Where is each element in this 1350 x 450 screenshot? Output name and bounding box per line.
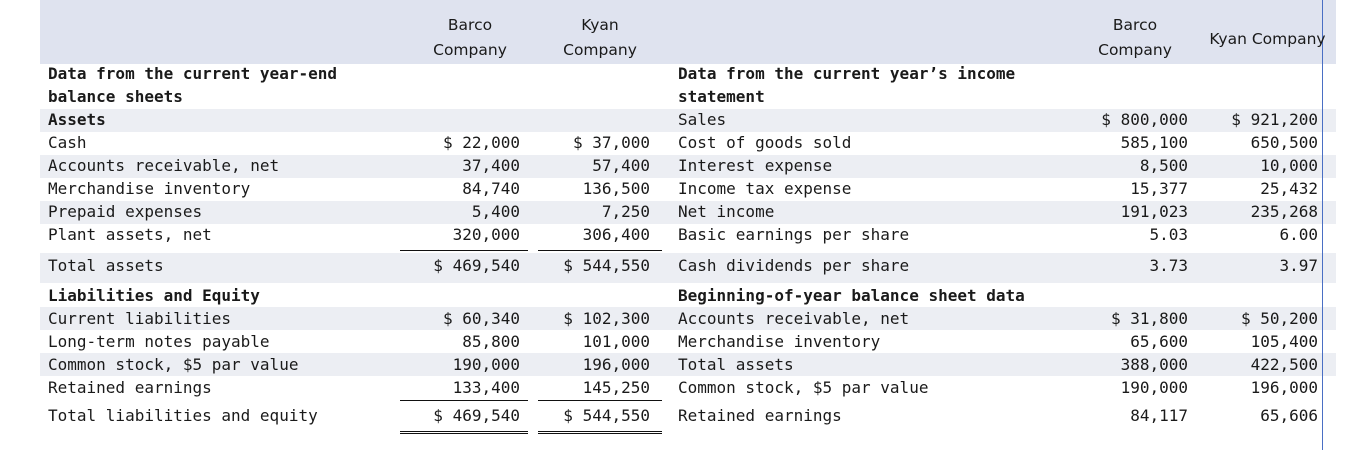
left-barco-value: 320,000: [452, 225, 520, 244]
left-row-label: Total liabilities and equity: [48, 406, 318, 425]
header-band: [40, 0, 1336, 64]
right-barco-value: 8,500: [1139, 156, 1188, 175]
left-row-label: Assets: [48, 110, 106, 129]
subtotal-rule: [538, 250, 662, 251]
column-guide-line: [1322, 0, 1323, 450]
left-kyan-value: 306,400: [582, 225, 650, 244]
left-barco-value: 190,000: [452, 355, 520, 374]
left-row-label: Retained earnings: [48, 378, 212, 397]
right-kyan-value: 422,500: [1250, 355, 1318, 374]
left-kyan-value: $ 102,300: [563, 309, 650, 328]
left-kyan-value: 145,250: [582, 378, 650, 397]
left-kyan-value: $ 37,000: [572, 133, 650, 152]
left-barco-value: $ 22,000: [442, 133, 520, 152]
left-barco-value: $ 469,540: [433, 256, 520, 275]
right-row-label: Retained earnings: [678, 406, 842, 425]
left-row-label: Total assets: [48, 256, 164, 275]
left-barco-value: 85,800: [462, 332, 520, 351]
right-row-label: Accounts receivable, net: [678, 309, 910, 328]
row-band: [40, 155, 1336, 178]
header-barco-left: Barco Company: [433, 16, 507, 59]
right-row-label: Sales: [678, 110, 727, 129]
right-section-title: statement: [678, 87, 765, 106]
left-kyan-value: 196,000: [582, 355, 650, 374]
left-row-label: Prepaid expenses: [48, 202, 203, 221]
right-row-label: Cash dividends per share: [678, 256, 910, 275]
right-row-label: Basic earnings per share: [678, 225, 910, 244]
right-kyan-value: 105,400: [1250, 332, 1318, 351]
left-barco-value: 5,400: [471, 202, 520, 221]
right-kyan-value: 25,432: [1260, 179, 1318, 198]
left-row-label: Plant assets, net: [48, 225, 212, 244]
right-barco-value: 191,023: [1120, 202, 1188, 221]
right-barco-value: 84,117: [1130, 406, 1188, 425]
total-double-rule: [538, 431, 662, 434]
right-row-label: Net income: [678, 202, 775, 221]
right-kyan-value: 650,500: [1250, 133, 1318, 152]
left-barco-value: $ 60,340: [442, 309, 520, 328]
right-kyan-value: 196,000: [1250, 378, 1318, 397]
left-row-label: Common stock, $5 par value: [48, 355, 299, 374]
right-barco-value: $ 800,000: [1101, 110, 1188, 129]
left-row-label: Liabilities and Equity: [48, 286, 260, 305]
right-barco-value: 5.03: [1149, 225, 1188, 244]
row-band: [40, 201, 1336, 224]
subtotal-rule: [400, 400, 528, 401]
left-row-label: Long-term notes payable: [48, 332, 270, 351]
right-barco-value: $ 31,800: [1110, 309, 1188, 328]
header-kyan-left: Kyan Company: [563, 16, 637, 59]
header-kyan-right: Kyan Company: [1209, 30, 1326, 48]
subtotal-rule: [400, 250, 528, 251]
left-kyan-value: 7,250: [601, 202, 650, 221]
left-kyan-value: 57,400: [592, 156, 650, 175]
left-kyan-value: $ 544,550: [563, 256, 650, 275]
subtotal-rule: [538, 400, 662, 401]
right-barco-value: 585,100: [1120, 133, 1188, 152]
right-row-label: Common stock, $5 par value: [678, 378, 929, 397]
right-row-label: Total assets: [678, 355, 794, 374]
left-row-label: Cash: [48, 133, 87, 152]
right-kyan-value: $ 921,200: [1231, 110, 1318, 129]
right-barco-value: 65,600: [1130, 332, 1188, 351]
left-row-label: Current liabilities: [48, 309, 232, 328]
right-kyan-value: 3.97: [1279, 256, 1318, 275]
left-barco-value: 37,400: [462, 156, 520, 175]
right-barco-value: 190,000: [1120, 378, 1188, 397]
right-kyan-value: 65,606: [1260, 406, 1318, 425]
row-band: [40, 109, 1336, 132]
header-barco-right: Barco Company: [1098, 16, 1172, 59]
row-band: [40, 253, 1336, 283]
left-barco-value: 133,400: [452, 378, 520, 397]
left-section-title: Data from the current year-end: [48, 64, 337, 83]
right-row-label: Interest expense: [678, 156, 833, 175]
right-row-label: Cost of goods sold: [678, 133, 852, 152]
right-kyan-value: 6.00: [1279, 225, 1318, 244]
right-kyan-value: $ 50,200: [1240, 309, 1318, 328]
right-barco-value: 388,000: [1120, 355, 1188, 374]
right-row-label: Beginning-of-year balance sheet data: [678, 286, 1025, 305]
right-kyan-value: 10,000: [1260, 156, 1318, 175]
right-barco-value: 15,377: [1130, 179, 1188, 198]
left-barco-value: $ 469,540: [433, 406, 520, 425]
right-row-label: Income tax expense: [678, 179, 852, 198]
left-kyan-value: 101,000: [582, 332, 650, 351]
left-row-label: Merchandise inventory: [48, 179, 251, 198]
left-kyan-value: $ 544,550: [563, 406, 650, 425]
total-double-rule: [400, 431, 528, 434]
right-kyan-value: 235,268: [1250, 202, 1318, 221]
right-section-title: Data from the current year’s income: [678, 64, 1016, 83]
row-band: [40, 353, 1336, 376]
left-barco-value: 84,740: [462, 179, 520, 198]
left-section-title: balance sheets: [48, 87, 183, 106]
left-kyan-value: 136,500: [582, 179, 650, 198]
left-row-label: Accounts receivable, net: [48, 156, 280, 175]
right-row-label: Merchandise inventory: [678, 332, 881, 351]
row-band: [40, 307, 1336, 330]
right-barco-value: 3.73: [1149, 256, 1188, 275]
